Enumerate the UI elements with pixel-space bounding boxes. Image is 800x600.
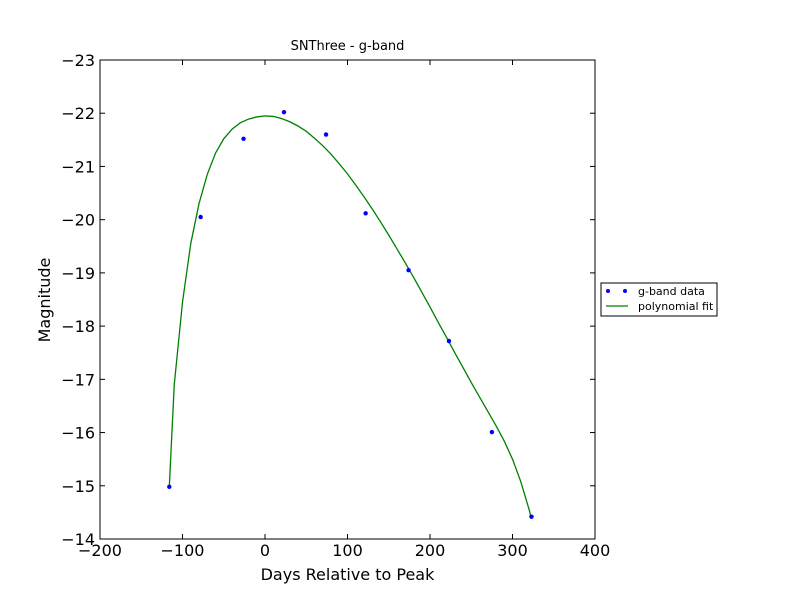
- y-tick-label: −22: [61, 104, 95, 123]
- data-point: [363, 211, 368, 216]
- chart-title: SNThree - g-band: [291, 39, 405, 54]
- data-point: [323, 132, 329, 137]
- y-ticks: −23 −22 −21 −20 −19 −18 −17 −16 −15 −14: [61, 51, 595, 549]
- y-tick-label: −14: [61, 530, 95, 549]
- y-tick-label: −17: [61, 370, 95, 389]
- x-tick-label: 100: [332, 541, 363, 560]
- x-tick-label: 0: [260, 541, 270, 560]
- x-tick-label: 400: [580, 541, 611, 560]
- legend-label-data: g-band data: [638, 285, 705, 298]
- x-tick-label: 200: [415, 541, 446, 560]
- x-ticks: −200 −100 0 100 200 300 400: [78, 60, 610, 560]
- points-layer: [167, 109, 534, 519]
- legend-label-fit: polynomial fit: [638, 300, 714, 313]
- x-tick-label: −100: [161, 541, 205, 560]
- plot-area: [100, 60, 595, 539]
- fit-line: [168, 115, 533, 519]
- x-tick-label: −200: [78, 541, 122, 560]
- fit-layer: [168, 115, 533, 519]
- y-tick-label: −15: [61, 477, 95, 496]
- data-point: [198, 214, 203, 220]
- y-tick-label: −16: [61, 424, 95, 443]
- y-tick-label: −19: [61, 264, 95, 283]
- legend-marker-point: [606, 289, 610, 293]
- y-tick-label: −21: [61, 157, 95, 176]
- legend-box: [600, 282, 718, 317]
- legend: g-band data polynomial fit: [600, 282, 718, 317]
- data-point: [446, 338, 452, 344]
- y-axis-label: Magnitude: [35, 258, 54, 343]
- y-tick-label: −23: [61, 51, 95, 70]
- y-tick-label: −18: [61, 317, 95, 336]
- data-point: [529, 514, 534, 519]
- data-point: [167, 484, 172, 490]
- y-tick-label: −20: [61, 211, 95, 230]
- data-point: [489, 429, 495, 435]
- x-tick-label: 300: [497, 541, 528, 560]
- x-axis-label: Days Relative to Peak: [261, 565, 436, 584]
- legend-marker-point: [623, 289, 627, 293]
- data-point: [281, 109, 287, 115]
- data-point: [241, 136, 246, 141]
- data-point: [406, 268, 411, 273]
